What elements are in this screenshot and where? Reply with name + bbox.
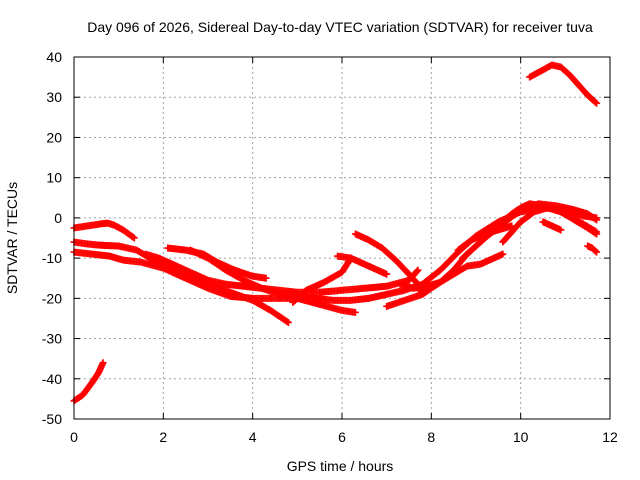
data-point (383, 270, 391, 278)
plot-frame (73, 56, 611, 420)
x-tick-label: 4 (249, 429, 257, 445)
data-point (99, 359, 107, 367)
data-point (591, 247, 599, 255)
series-arc-j (351, 230, 426, 298)
x-tick-label: 10 (513, 429, 529, 445)
data-point (129, 233, 137, 241)
y-tick-label: 0 (54, 210, 62, 226)
data-point (557, 226, 565, 234)
y-tick-label: 40 (46, 49, 62, 65)
data-point (130, 234, 138, 242)
y-tick-label: 20 (46, 129, 62, 145)
y-tick-label: -10 (42, 250, 62, 266)
data-point (262, 274, 270, 282)
data-point (283, 318, 291, 326)
series-arc-p (539, 218, 565, 234)
x-tick-label: 2 (159, 429, 167, 445)
series-arc-a (70, 359, 107, 405)
x-tick-label: 0 (70, 429, 78, 445)
x-axis-label: GPS time / hours (287, 458, 394, 474)
series-arc-i (334, 252, 391, 278)
y-tick-label: 30 (46, 89, 62, 105)
grid (74, 57, 610, 419)
series-arc-q (584, 242, 601, 256)
series-arc-d (70, 248, 359, 316)
data-point (591, 98, 599, 106)
y-tick-label: -30 (42, 331, 62, 347)
y-tick-label: 10 (46, 170, 62, 186)
data-point (593, 99, 601, 107)
x-tick-label: 6 (338, 429, 346, 445)
data-point (351, 308, 359, 316)
series-arc-b (70, 219, 138, 242)
chart-title: Day 096 of 2026, Sidereal Day-to-day VTE… (87, 19, 593, 35)
data-points (70, 61, 601, 405)
axis-ticks: 0 2 4 6 8 10 12 40 30 20 10 0 -10 -20 -30 -40 -50 (42, 49, 618, 445)
y-axis-label: SDTVAR / TECUs (4, 182, 20, 294)
y-tick-label: -50 (42, 411, 62, 427)
data-point (414, 266, 422, 274)
series-arc-o (499, 204, 601, 246)
data-point (593, 216, 601, 224)
series-arc-l (396, 250, 507, 292)
x-tick-label: 8 (427, 429, 435, 445)
data-point (591, 215, 599, 223)
data-point (593, 230, 601, 238)
data-point (499, 250, 507, 258)
series-arc-r (526, 61, 601, 107)
data-point (413, 267, 421, 275)
data-point (593, 248, 601, 256)
y-tick-label: -40 (42, 371, 62, 387)
data-point (591, 229, 599, 237)
x-tick-label: 12 (602, 429, 618, 445)
data-point (284, 318, 292, 326)
y-tick-label: -20 (42, 290, 62, 306)
